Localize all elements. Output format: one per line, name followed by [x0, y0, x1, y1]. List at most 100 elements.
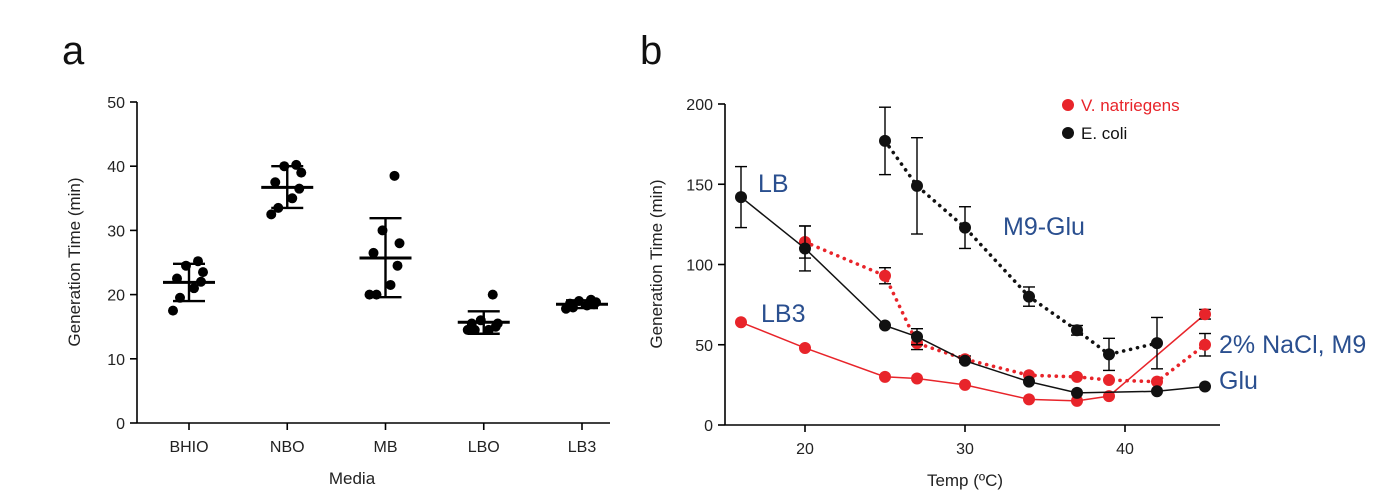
legend-marker-v-natriegens: [1062, 99, 1074, 111]
panel-b-series-0-point-3: [911, 372, 923, 385]
panel-b-series-0-point-1: [799, 341, 811, 354]
panel-b-series-3-point-6: [1151, 337, 1163, 350]
panel-a-point-BHIO-5: [198, 267, 208, 278]
panel-a-x-tick-label-LB3: LB3: [568, 439, 597, 456]
panel-b-y-title: Generation Time (min): [647, 179, 666, 348]
legend-label-e-coli: E. coli: [1081, 124, 1127, 143]
panel-a-group-MB: [359, 170, 412, 300]
panel-b-series-0-point-7: [1103, 390, 1115, 403]
panel-b-axes: [724, 104, 1220, 426]
panel-a-x-tick-label-MB: MB: [374, 439, 398, 456]
panel-a-point-MB-7: [389, 170, 400, 181]
panel-a-point-NBO-2: [287, 193, 298, 204]
annotation-lb: LB: [758, 170, 789, 198]
panel-a-x-tick-label-BHIO: BHIO: [169, 439, 208, 456]
panel-b-series-0-point-4: [959, 378, 971, 391]
panel-b-series-1-point-5: [1071, 370, 1083, 383]
panel-b: b 0 50 100 150 200 20 30 40 Temp (ºC) Generati…: [640, 29, 1366, 490]
panel-a-label: a: [62, 29, 85, 73]
panel-a-axes: [136, 102, 610, 424]
panel-b-y-ticks: 0 50 100 150 200: [686, 97, 725, 435]
panel-a-marks: [163, 159, 608, 335]
panel-a-point-NBO-4: [270, 177, 281, 188]
panel-b-y-tick-label-50: 50: [695, 338, 713, 355]
annotation-glu: Glu: [1219, 367, 1258, 395]
panel-b-series-0-point-2: [879, 370, 891, 383]
panel-b-y-tick-label-0: 0: [704, 418, 713, 435]
panel-a-y-title: Generation Time (min): [65, 177, 84, 346]
panel-a-point-BHIO-2: [189, 283, 199, 294]
panel-b-x-tick-label-30: 30: [956, 441, 974, 458]
panel-a-point-MB-5: [394, 238, 405, 249]
panel-a-group-LBO: [457, 289, 510, 335]
panel-a-point-MB-3: [392, 260, 403, 271]
panel-b-series-3-point-3: [1023, 290, 1035, 303]
panel-b-series-3-point-5: [1103, 348, 1115, 361]
panel-a: a 0 10 20 30 40 50 BHIO NBO MB LBO LB3 Media Gene…: [62, 29, 610, 488]
panel-a-x-tick-label-NBO: NBO: [270, 439, 305, 456]
annotation-nacl-m9: 2% NaCl, M9: [1219, 331, 1366, 359]
panel-b-series-1-line: [803, 240, 1207, 384]
panel-a-x-tick-label-LBO: LBO: [468, 439, 500, 456]
panel-b-series-1-point-1: [879, 269, 891, 282]
panel-b-series-2-point-4: [959, 354, 971, 367]
panel-b-x-tick-label-40: 40: [1116, 441, 1134, 458]
panel-b-y-tick-label-100: 100: [686, 258, 713, 275]
panel-b-series-0-point-8: [1199, 308, 1211, 321]
panel-b-y-tick-label-200: 200: [686, 97, 713, 114]
panel-a-y-tick-label-50: 50: [107, 95, 125, 112]
panel-b-series-0-point-5: [1023, 393, 1035, 406]
panel-b-x-tick-label-20: 20: [796, 441, 814, 458]
panel-b-x-ticks: 20 30 40: [796, 425, 1134, 458]
panel-a-group-NBO: [261, 159, 314, 220]
panel-a-y-tick-label-20: 20: [107, 288, 125, 305]
panel-b-y-tick-label-150: 150: [686, 177, 713, 194]
panel-b-series-1: [799, 225, 1211, 388]
panel-b-series-1-point-7: [1151, 375, 1163, 388]
panel-b-series-3-point-2: [959, 221, 971, 234]
panel-a-x-ticks: BHIO NBO MB LBO LB3: [169, 423, 596, 456]
panel-b-series-2-point-6: [1071, 386, 1083, 399]
panel-b-series-0-point-0: [735, 316, 747, 329]
panel-a-point-MB-2: [385, 279, 396, 290]
panel-b-series-2-point-5: [1023, 375, 1035, 388]
panel-b-series-3-point-1: [911, 179, 923, 192]
panel-b-series-3: [879, 106, 1163, 372]
panel-b-series-0-line: [740, 313, 1206, 402]
panel-a-point-NBO-0: [266, 209, 277, 220]
panel-a-point-NBO-7: [291, 159, 302, 170]
panel-a-point-NBO-5: [296, 167, 307, 178]
panel-b-series-2: [735, 165, 1211, 399]
annotation-m9-glu: M9-Glu: [1003, 213, 1085, 241]
panel-b-label: b: [640, 29, 662, 73]
legend-marker-e-coli: [1062, 127, 1074, 139]
panel-a-y-tick-label-0: 0: [116, 416, 125, 433]
panel-b-series-3-point-4: [1071, 324, 1083, 337]
panel-b-series-2-point-2: [879, 319, 891, 332]
panel-b-series-2-point-8: [1199, 380, 1211, 393]
panel-b-series-3-point-0: [879, 134, 891, 147]
panel-b-series-3-line: [883, 139, 1159, 357]
panel-b-series-2-point-3: [911, 330, 923, 343]
panel-a-point-MB-4: [368, 247, 379, 258]
panel-a-point-BHIO-0: [168, 305, 178, 316]
panel-b-series-2-point-1: [799, 242, 811, 255]
panel-b-series-2-point-7: [1151, 385, 1163, 398]
panel-a-x-title: Media: [329, 469, 376, 488]
panel-a-y-tick-label-10: 10: [107, 352, 125, 369]
panel-b-marks: [735, 106, 1211, 407]
panel-a-point-LBO-7: [487, 289, 498, 300]
panel-b-legend: V. natriegens E. coli: [1062, 96, 1180, 143]
panel-b-series-2-point-0: [735, 191, 747, 204]
panel-a-y-ticks: 0 10 20 30 40 50: [107, 95, 137, 433]
panel-b-x-title: Temp (ºC): [927, 471, 1003, 490]
panel-a-y-tick-label-40: 40: [107, 159, 125, 176]
annotation-lb3: LB3: [761, 300, 805, 328]
panel-a-y-tick-label-30: 30: [107, 223, 125, 240]
panel-a-group-BHIO: [163, 256, 215, 316]
panel-b-series-1-point-8: [1199, 338, 1211, 351]
panel-b-series-1-point-6: [1103, 374, 1115, 387]
legend-label-v-natriegens: V. natriegens: [1081, 96, 1180, 115]
panel-a-group-LB3: [556, 294, 608, 314]
